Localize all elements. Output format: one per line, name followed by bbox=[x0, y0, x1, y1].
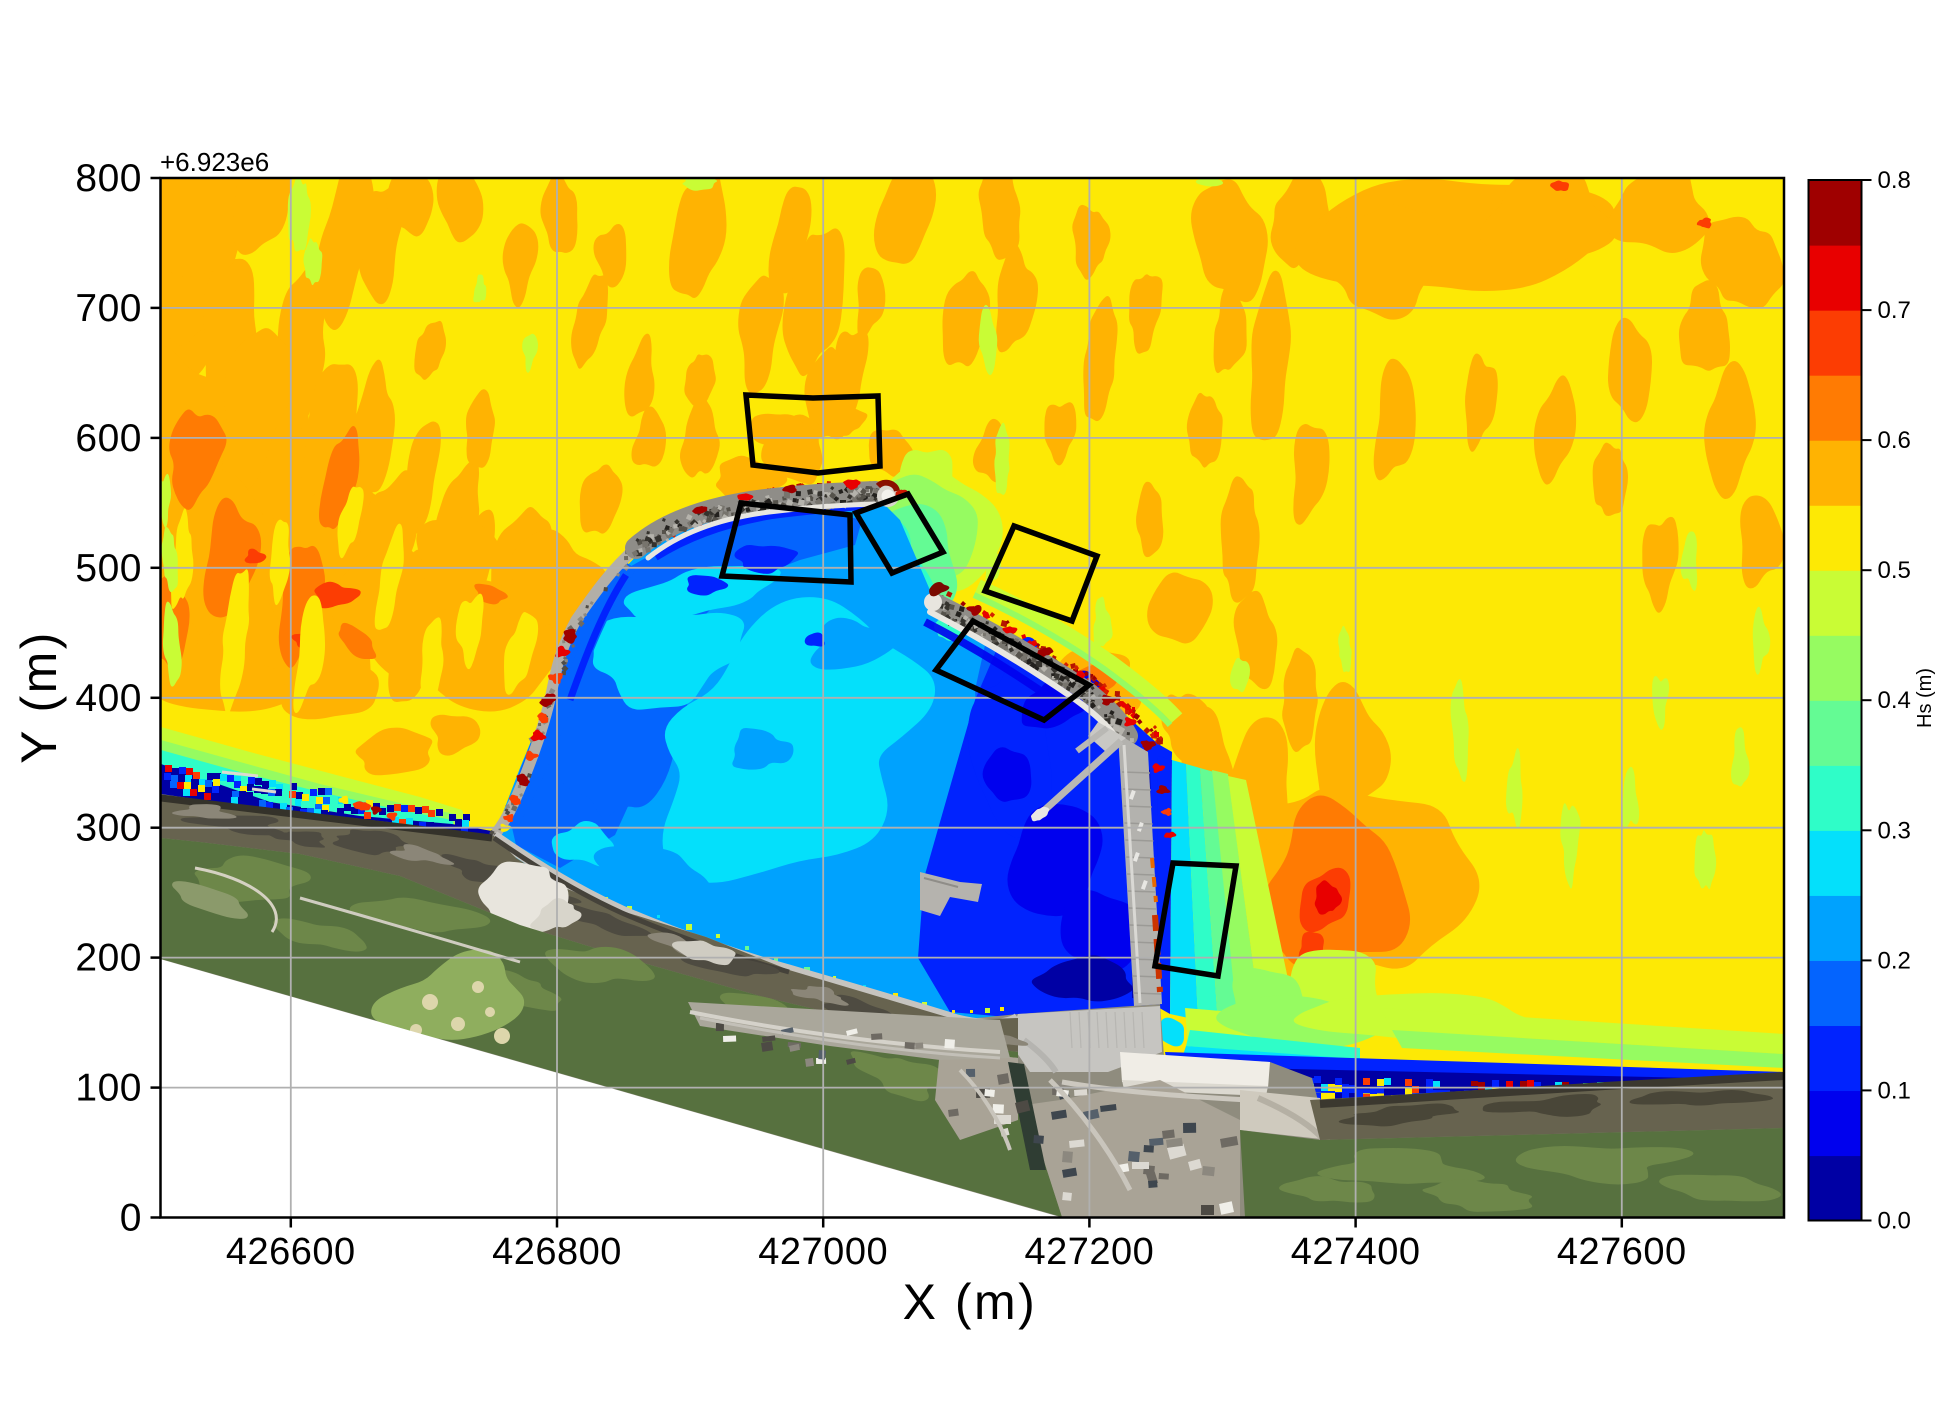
svg-text:0.1: 0.1 bbox=[1878, 1077, 1911, 1104]
svg-text:800: 800 bbox=[75, 157, 142, 200]
svg-text:600: 600 bbox=[75, 417, 142, 460]
svg-text:427200: 427200 bbox=[1024, 1231, 1154, 1273]
svg-text:0.4: 0.4 bbox=[1878, 687, 1911, 714]
svg-text:+6.923e6: +6.923e6 bbox=[160, 147, 269, 177]
svg-text:0: 0 bbox=[120, 1197, 142, 1240]
svg-text:0.2: 0.2 bbox=[1878, 947, 1911, 974]
svg-text:300: 300 bbox=[75, 807, 142, 850]
svg-text:Hs (m): Hs (m) bbox=[1914, 668, 1936, 728]
svg-text:427000: 427000 bbox=[758, 1231, 888, 1273]
svg-text:0.6: 0.6 bbox=[1878, 427, 1911, 454]
svg-text:0.5: 0.5 bbox=[1878, 557, 1911, 584]
svg-text:200: 200 bbox=[75, 937, 142, 980]
svg-text:100: 100 bbox=[75, 1067, 142, 1110]
svg-text:426800: 426800 bbox=[492, 1231, 622, 1273]
svg-text:500: 500 bbox=[75, 547, 142, 590]
svg-text:700: 700 bbox=[75, 287, 142, 330]
svg-text:427600: 427600 bbox=[1557, 1231, 1687, 1273]
svg-text:0.8: 0.8 bbox=[1878, 167, 1911, 194]
svg-text:0.3: 0.3 bbox=[1878, 817, 1911, 844]
svg-text:0.0: 0.0 bbox=[1878, 1208, 1911, 1235]
svg-text:0.7: 0.7 bbox=[1878, 297, 1911, 324]
svg-text:426600: 426600 bbox=[226, 1231, 356, 1273]
svg-text:400: 400 bbox=[75, 677, 142, 720]
svg-text:X (m): X (m) bbox=[903, 1274, 1038, 1330]
svg-text:Y (m): Y (m) bbox=[11, 630, 67, 764]
svg-text:427400: 427400 bbox=[1291, 1231, 1421, 1273]
